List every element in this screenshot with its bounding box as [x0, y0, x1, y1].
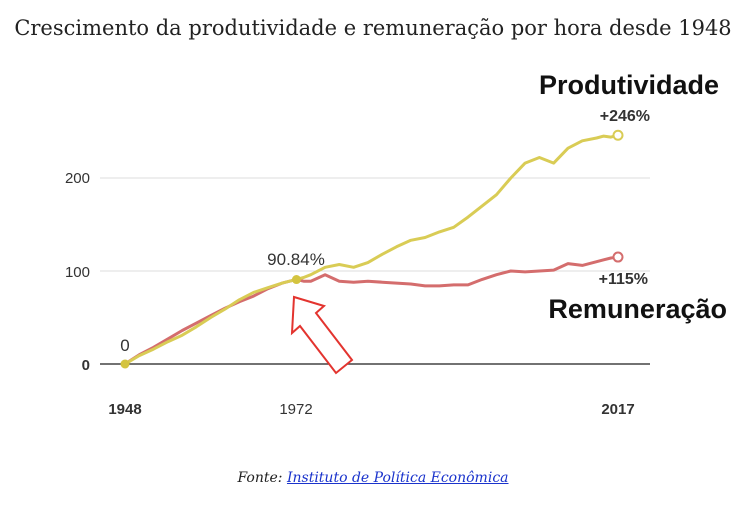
end-label-remuneracao: +115%	[599, 271, 648, 288]
y-tick-label-100: 100	[65, 264, 90, 281]
series-label-produtividade: Produtividade	[539, 70, 719, 100]
arrow-icon	[290, 295, 354, 375]
end-label-produtividade: +246%	[600, 108, 650, 125]
x-tick-label-1948: 1948	[108, 401, 141, 418]
x-tick-label-1972: 1972	[279, 401, 312, 418]
source-link[interactable]: Instituto de Política Econômica	[286, 470, 509, 486]
end-point-remuneracao	[612, 251, 624, 263]
annotation-point-zero	[120, 359, 130, 369]
annotation-zero: 0	[120, 336, 129, 355]
x-tick-label-2017: 2017	[601, 401, 634, 418]
source-note: Fonte: Instituto de Política Econômica	[0, 470, 746, 486]
series-line-produtividade	[123, 133, 620, 366]
series-layer	[120, 129, 624, 369]
annotation-point-1972	[291, 275, 301, 285]
chart-title: Crescimento da produtividade e remuneraç…	[14, 16, 731, 40]
series-label-remuneracao: Remuneração	[548, 294, 727, 324]
grid	[100, 177, 650, 365]
series-line-remuneracao	[123, 255, 620, 366]
end-point-produtividade	[612, 129, 624, 141]
source-prefix: Fonte:	[237, 470, 287, 486]
y-tick-label-0: 0	[82, 357, 90, 374]
annotation-1972: 90.84%	[267, 250, 325, 269]
y-tick-label-200: 200	[65, 170, 90, 187]
